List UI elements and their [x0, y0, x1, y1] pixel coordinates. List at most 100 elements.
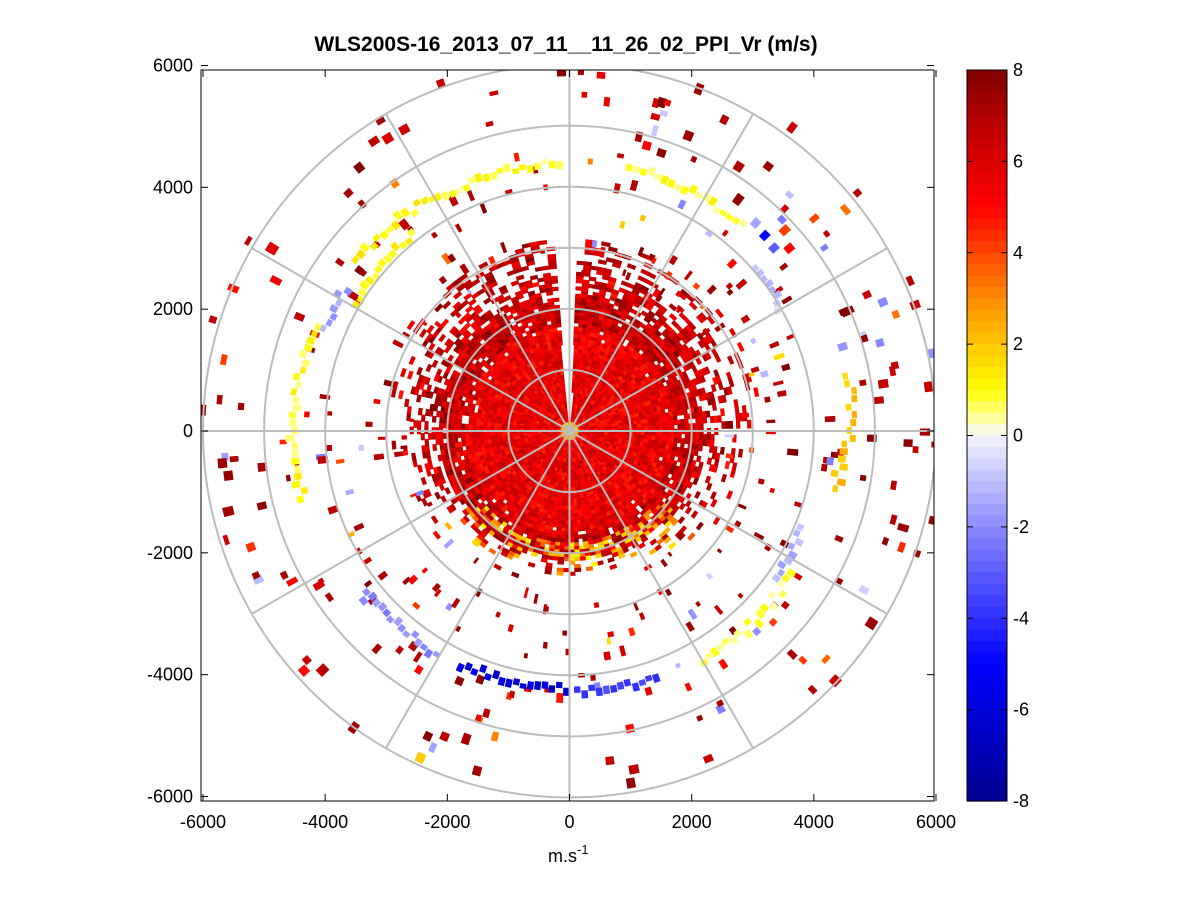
velocity-cell [566, 439, 569, 445]
velocity-cell [640, 438, 645, 444]
velocity-cell [556, 426, 561, 430]
velocity-cell [575, 457, 580, 462]
velocity-cell [562, 487, 567, 492]
velocity-cell [563, 553, 570, 558]
velocity-cell [551, 345, 558, 351]
velocity-cell [584, 422, 590, 426]
velocity-cell [560, 531, 566, 536]
velocity-cell [577, 326, 584, 332]
velocity-arc-cell [850, 419, 857, 427]
velocity-arc-cell [581, 690, 589, 699]
velocity-cell [662, 420, 667, 426]
velocity-cell [556, 692, 564, 703]
velocity-cell [625, 436, 631, 441]
velocity-cell [698, 417, 704, 424]
velocity-cell [574, 428, 579, 430]
velocity-arc-cell [290, 388, 298, 396]
velocity-cell [468, 440, 474, 446]
velocity-cell [587, 381, 592, 387]
velocity-cell [464, 506, 473, 514]
velocity-cell [480, 370, 488, 378]
velocity-cell [578, 432, 583, 434]
velocity-cell [468, 415, 474, 421]
velocity-cell [465, 440, 470, 447]
velocity-cell [643, 438, 649, 444]
x-tick-label: 4000 [794, 812, 834, 832]
velocity-cell [454, 408, 460, 415]
velocity-cell [667, 407, 673, 413]
velocity-cell [552, 432, 557, 435]
velocity-cell [696, 455, 702, 463]
velocity-cell [653, 410, 659, 416]
velocity-cell [480, 413, 485, 419]
velocity-cell [695, 433, 701, 441]
velocity-cell [552, 425, 558, 429]
velocity-cell [766, 419, 776, 424]
velocity-cell [474, 360, 481, 368]
velocity-cell [572, 423, 576, 427]
velocity-cell [680, 418, 686, 425]
velocity-cell [486, 426, 491, 431]
velocity-cell [626, 434, 631, 438]
velocity-cell [547, 529, 553, 535]
velocity-cell [587, 517, 593, 523]
velocity-cell [493, 426, 499, 431]
velocity-cell [572, 373, 576, 379]
velocity-cell [475, 424, 480, 430]
velocity-cell [547, 475, 552, 481]
velocity-cell [650, 417, 656, 423]
velocity-cell [586, 327, 592, 333]
velocity-cell [554, 312, 561, 317]
velocity-cell [671, 406, 677, 413]
velocity-cell [651, 508, 659, 515]
velocity-cell [580, 500, 586, 506]
velocity-cell [565, 498, 570, 503]
velocity-cell [377, 436, 386, 440]
velocity-cell [677, 424, 682, 430]
velocity-cell [438, 471, 445, 479]
velocity-cell [702, 416, 708, 424]
velocity-cell [583, 319, 589, 325]
velocity-cell [859, 379, 867, 387]
velocity-cell [553, 500, 559, 506]
velocity-cell [554, 375, 559, 380]
velocity-cell [571, 450, 575, 456]
velocity-cell [572, 418, 575, 423]
velocity-cell [658, 421, 664, 426]
velocity-cell [573, 392, 578, 398]
velocity-cell [576, 505, 582, 510]
velocity-cell [577, 534, 584, 539]
velocity-cell [577, 337, 582, 343]
velocity-cell [574, 476, 578, 481]
velocity-cell [551, 507, 558, 513]
velocity-cell [561, 446, 565, 451]
velocity-cell [558, 460, 563, 466]
velocity-cell [662, 416, 667, 422]
velocity-cell [476, 416, 481, 422]
velocity-cell [547, 525, 554, 531]
velocity-cell [577, 352, 583, 358]
velocity-cell [475, 326, 483, 334]
velocity-cell [479, 432, 484, 437]
velocity-cell [451, 451, 458, 459]
velocity-cell [442, 432, 447, 439]
velocity-cell [508, 436, 514, 441]
velocity-cell [669, 420, 675, 426]
velocity-cell [523, 432, 528, 436]
velocity-cell [561, 381, 565, 386]
velocity-cell [631, 413, 637, 419]
velocity-cell [555, 323, 562, 328]
velocity-cell [586, 514, 592, 520]
velocity-cell [508, 424, 513, 428]
velocity-cell [545, 435, 551, 439]
velocity-cell [574, 453, 579, 459]
velocity-cell [552, 330, 558, 336]
velocity-cell [636, 423, 642, 428]
velocity-cell [560, 509, 566, 514]
velocity-cell [565, 465, 570, 470]
velocity-cell [559, 437, 564, 441]
velocity-cell [560, 427, 565, 430]
velocity-cell [451, 407, 457, 415]
velocity-cell [654, 414, 659, 419]
velocity-cell [659, 425, 664, 430]
